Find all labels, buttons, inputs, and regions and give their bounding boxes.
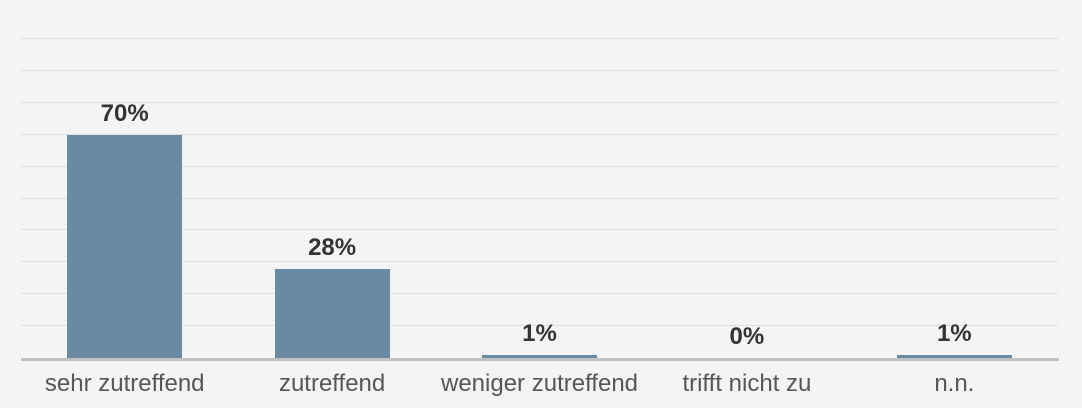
gridline (21, 325, 1058, 327)
gridline (21, 133, 1058, 135)
gridline (21, 261, 1058, 263)
plot-area: 70% 28% 1% 0% 1% (21, 38, 1058, 358)
bar (274, 269, 390, 358)
gridline (21, 229, 1058, 231)
x-axis-label: n.n. (934, 370, 975, 397)
bar (67, 135, 183, 358)
bar-value-label: 0% (729, 323, 765, 350)
gridline (21, 293, 1058, 295)
bar-value-label: 1% (936, 320, 972, 347)
gridline (21, 101, 1058, 103)
bar-value-label: 28% (308, 234, 357, 261)
bar-value-label: 1% (522, 320, 557, 347)
bar-value-label: 70% (100, 100, 149, 127)
gridline (21, 197, 1058, 199)
gridline (21, 165, 1058, 167)
bar (896, 355, 1012, 358)
x-axis-label: trifft nicht zu (682, 370, 812, 397)
gridline (21, 69, 1058, 71)
gridline (21, 38, 1058, 39)
x-axis-line (21, 358, 1059, 361)
bar (482, 355, 597, 358)
x-axis-label: zutreffend (278, 370, 386, 397)
x-axis-label: weniger zutreffend (441, 370, 639, 397)
x-axis-label: sehr zutreffend (44, 370, 205, 397)
x-axis-labels: sehr zutreffend zutreffend weniger zutreff… (21, 361, 1058, 397)
